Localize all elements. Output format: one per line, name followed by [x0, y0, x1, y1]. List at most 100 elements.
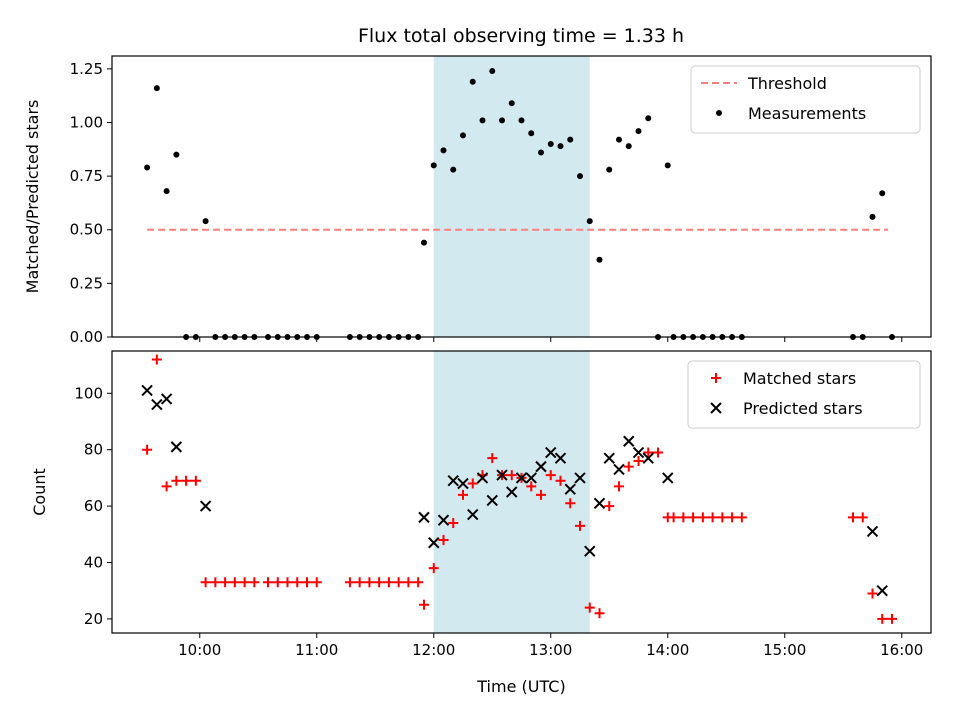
matched-point: [282, 577, 293, 588]
measurement-point: [869, 213, 876, 220]
predicted-point: [160, 393, 173, 405]
measurement-point: [596, 256, 603, 263]
predicted-point: [437, 514, 450, 526]
chart-title: Flux total observing time = 1.33 h: [358, 25, 684, 47]
matched-point: [354, 577, 365, 588]
matched-point: [848, 512, 858, 523]
legend: Matched stars Predicted stars: [687, 360, 921, 429]
predicted-point: [476, 472, 489, 484]
matched-point: [643, 447, 654, 458]
predicted-point: [151, 398, 163, 411]
matched-point: [272, 577, 283, 588]
measurement-point: [144, 164, 151, 171]
measurement-point: [508, 100, 515, 107]
matched-point: [249, 577, 260, 588]
axes-frame: [111, 350, 932, 634]
matched-point: [867, 588, 878, 599]
measurement-point: [173, 151, 180, 158]
measurement-point: [153, 85, 160, 92]
matched-point: [633, 455, 644, 466]
x-tick-label: 12:00: [412, 641, 455, 659]
measurement-point: [577, 173, 583, 180]
measurement-point: [202, 218, 209, 225]
measurement-point: [460, 132, 466, 139]
predicted-point: [574, 472, 586, 484]
predicted-point: [623, 435, 635, 447]
matched-point: [584, 602, 595, 613]
measurement-point: [606, 166, 613, 173]
y-tick-label: 1.00: [70, 113, 103, 131]
matched-point: [413, 577, 424, 588]
y-tick-label: 0.50: [70, 221, 103, 239]
y-tick-label: 0.00: [70, 328, 103, 346]
matched-point: [678, 512, 689, 523]
measurement-point: [518, 117, 525, 124]
y-axis-label: Count: [30, 468, 49, 516]
matched-point: [302, 577, 312, 588]
matched-point: [717, 512, 728, 523]
matched-point: [344, 577, 355, 588]
measurement-point: [499, 117, 505, 124]
measurement-point: [879, 190, 886, 197]
measurement-point: [163, 188, 170, 195]
measurement-point: [664, 162, 671, 169]
predicted-point: [515, 472, 528, 484]
predicted-point: [457, 477, 469, 490]
series-measurements: [144, 68, 895, 340]
matched-point: [688, 512, 699, 523]
matched-point: [594, 608, 605, 619]
matched-point: [653, 447, 663, 458]
legend-predicted-swatch: [710, 402, 722, 414]
predicted-point: [467, 508, 479, 521]
matched-point: [374, 577, 385, 588]
legend-measurement-swatch: [716, 110, 722, 116]
matched-point: [555, 475, 566, 486]
legend: Threshold Measurements: [690, 65, 921, 134]
predicted-point: [199, 500, 212, 512]
x-tick-label: 16:00: [880, 641, 923, 659]
x-axis-label: Time (UTC): [476, 677, 565, 696]
x-tick-label: 10:00: [178, 641, 221, 659]
measurement-point: [528, 130, 535, 137]
matched-point: [161, 481, 172, 492]
matched-point: [151, 354, 162, 365]
y-tick-label: 60: [84, 497, 103, 515]
matched-point: [181, 475, 192, 486]
predicted-point: [486, 494, 498, 507]
measurement-point: [479, 117, 486, 124]
matched-point: [263, 577, 273, 588]
measurement-point: [586, 218, 593, 225]
matched-point: [877, 613, 888, 624]
matched-point: [448, 518, 459, 529]
predicted-point: [593, 497, 606, 509]
matched-point: [487, 453, 498, 464]
predicted-point: [642, 452, 654, 464]
matched-point: [604, 501, 615, 512]
y-tick-label: 0.75: [70, 167, 103, 185]
top-panel: 0.00 0.25 0.50 0.75 1.00 1.25 Matched/Predicte…: [23, 55, 932, 346]
legend-box: [687, 360, 921, 429]
predicted-point: [447, 475, 459, 487]
matched-point: [428, 563, 439, 574]
measurement-point: [469, 78, 476, 85]
matched-point: [210, 577, 221, 588]
series-matched-stars: [142, 354, 897, 624]
measurement-point: [450, 166, 457, 173]
legend-matched-swatch: [711, 373, 721, 383]
x-tick-label: 11:00: [295, 641, 338, 659]
matched-point: [887, 613, 897, 624]
legend-label: Threshold: [747, 74, 827, 93]
legend-label: Predicted stars: [743, 399, 863, 418]
measurement-point: [567, 136, 574, 143]
legend-box: [690, 65, 921, 134]
x-tick-label: 15:00: [763, 641, 806, 659]
matched-point: [383, 577, 394, 588]
matched-point: [545, 470, 556, 481]
y-tick-label: 20: [84, 610, 103, 628]
predicted-point: [554, 452, 567, 464]
matched-point: [565, 498, 576, 509]
predicted-point: [428, 537, 440, 549]
matched-point: [292, 577, 303, 588]
matched-point: [506, 470, 517, 481]
